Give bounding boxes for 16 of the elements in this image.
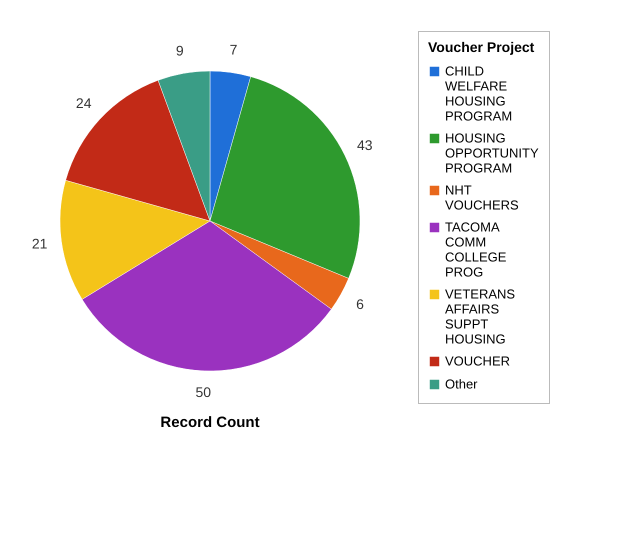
text: Record Count bbox=[160, 414, 260, 431]
data-label: 24 bbox=[76, 95, 92, 112]
data-label: 7 bbox=[230, 42, 238, 58]
data-label: 21 bbox=[32, 236, 48, 252]
legend-label: CHILD WELFARE HOUSING PROGRAM bbox=[445, 64, 512, 124]
legend-label: NHT VOUCHERS bbox=[445, 182, 520, 212]
legend-label: VOUCHER bbox=[445, 354, 510, 368]
legend-title: Voucher Project bbox=[428, 39, 535, 55]
data-label: 50 bbox=[195, 384, 212, 400]
data-label: 6 bbox=[356, 296, 364, 312]
data-label: 9 bbox=[176, 42, 184, 59]
legend-label: Other bbox=[445, 376, 478, 392]
legend-label: TACOMA COMM COLLEGE PROG bbox=[445, 220, 507, 280]
legend-label: HOUSING OPPORTUNITY PROGRAM bbox=[445, 130, 539, 176]
legend-label: VETERANS AFFAIRS SUPPT HOUSING bbox=[445, 286, 516, 346]
data-label: 43 bbox=[356, 136, 373, 153]
